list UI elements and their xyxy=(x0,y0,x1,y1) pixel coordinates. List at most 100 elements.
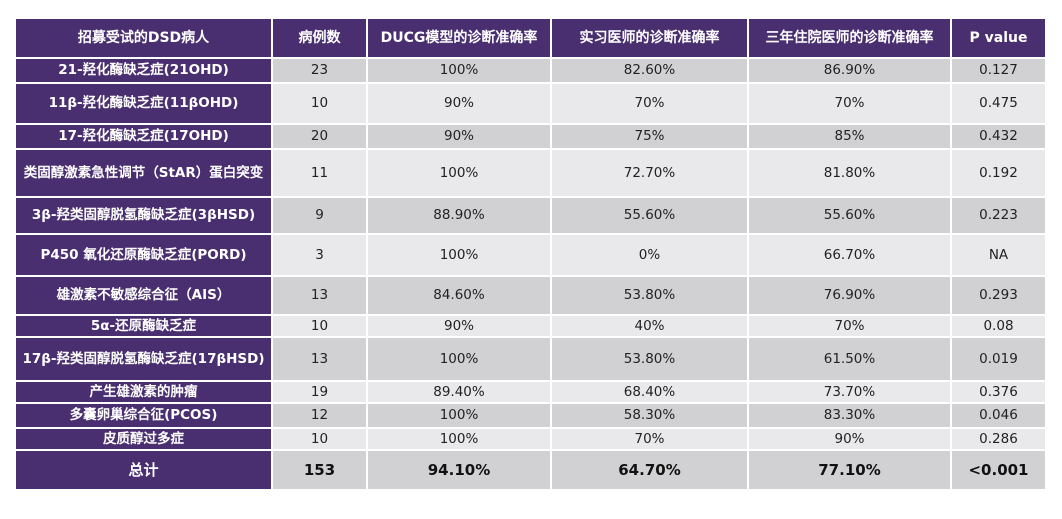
table-row: 21-羟化酶缺乏症(21OHD) 23 100% 82.60% 86.90% 0… xyxy=(14,57,1047,84)
table-row: 17-羟化酶缺乏症(17OHD) 20 90% 75% 85% 0.432 xyxy=(14,123,1047,150)
table-row: 11β-羟化酶缺乏症(11βOHD) 10 90% 70% 70% 0.475 xyxy=(14,82,1047,125)
row-p: 0.019 xyxy=(950,336,1047,382)
row-name: 11β-羟化酶缺乏症(11βOHD) xyxy=(14,82,273,125)
row-name: 雄激素不敏感综合征（AIS） xyxy=(14,275,273,316)
row-name: 产生雄激素的肿瘤 xyxy=(14,380,273,404)
row-p: 0.293 xyxy=(950,275,1047,316)
row-p: 0.432 xyxy=(950,123,1047,150)
row-ducg: 90% xyxy=(366,82,552,125)
row-p: 0.475 xyxy=(950,82,1047,125)
row-name: 多囊卵巢综合征(PCOS) xyxy=(14,402,273,429)
row-name: 类固醇激素急性调节（StAR）蛋白突变 xyxy=(14,148,273,198)
row-p: 0.286 xyxy=(950,427,1047,451)
table-container: 招募受试的DSD病人 病例数 DUCG模型的诊断准确率 实习医师的诊断准确率 三… xyxy=(14,17,1047,491)
row-intern: 53.80% xyxy=(550,336,749,382)
row-ducg: 88.90% xyxy=(366,196,552,235)
row-cases: 9 xyxy=(271,196,368,235)
total-ducg: 94.10% xyxy=(366,449,552,491)
row-cases: 19 xyxy=(271,380,368,404)
row-cases: 10 xyxy=(271,314,368,338)
row-name: 5α-还原酶缺乏症 xyxy=(14,314,273,338)
table-row: 5α-还原酶缺乏症 10 90% 40% 70% 0.08 xyxy=(14,314,1047,338)
table-row: 17β-羟类固醇脱氢酶缺乏症(17βHSD) 13 100% 53.80% 61… xyxy=(14,336,1047,382)
row-resident: 83.30% xyxy=(747,402,952,429)
table-row: 皮质醇过多症 10 100% 70% 90% 0.286 xyxy=(14,427,1047,451)
row-intern: 0% xyxy=(550,233,749,277)
row-resident: 76.90% xyxy=(747,275,952,316)
row-ducg: 100% xyxy=(366,57,552,84)
header-p-value: P value xyxy=(950,17,1047,59)
row-p: 0.127 xyxy=(950,57,1047,84)
row-cases: 23 xyxy=(271,57,368,84)
row-p: 0.376 xyxy=(950,380,1047,404)
row-resident: 73.70% xyxy=(747,380,952,404)
row-name: 17β-羟类固醇脱氢酶缺乏症(17βHSD) xyxy=(14,336,273,382)
row-cases: 3 xyxy=(271,233,368,277)
row-ducg: 100% xyxy=(366,233,552,277)
header-cases: 病例数 xyxy=(271,17,368,59)
row-resident: 81.80% xyxy=(747,148,952,198)
row-intern: 40% xyxy=(550,314,749,338)
row-name: 21-羟化酶缺乏症(21OHD) xyxy=(14,57,273,84)
diagnosis-accuracy-table: 招募受试的DSD病人 病例数 DUCG模型的诊断准确率 实习医师的诊断准确率 三… xyxy=(14,17,1047,491)
row-ducg: 100% xyxy=(366,427,552,451)
row-ducg: 90% xyxy=(366,314,552,338)
total-cases: 153 xyxy=(271,449,368,491)
row-resident: 61.50% xyxy=(747,336,952,382)
row-intern: 75% xyxy=(550,123,749,150)
table-row: 类固醇激素急性调节（StAR）蛋白突变 11 100% 72.70% 81.80… xyxy=(14,148,1047,198)
row-name: 3β-羟类固醇脱氢酶缺乏症(3βHSD) xyxy=(14,196,273,235)
row-name: 皮质醇过多症 xyxy=(14,427,273,451)
header-patients: 招募受试的DSD病人 xyxy=(14,17,273,59)
row-intern: 68.40% xyxy=(550,380,749,404)
row-cases: 12 xyxy=(271,402,368,429)
row-resident: 70% xyxy=(747,314,952,338)
table-row: P450 氧化还原酶缺乏症(PORD) 3 100% 0% 66.70% NA xyxy=(14,233,1047,277)
total-intern: 64.70% xyxy=(550,449,749,491)
row-cases: 13 xyxy=(271,275,368,316)
total-p: <0.001 xyxy=(950,449,1047,491)
table-row: 产生雄激素的肿瘤 19 89.40% 68.40% 73.70% 0.376 xyxy=(14,380,1047,404)
row-resident: 70% xyxy=(747,82,952,125)
row-intern: 82.60% xyxy=(550,57,749,84)
row-cases: 10 xyxy=(271,82,368,125)
row-cases: 11 xyxy=(271,148,368,198)
row-p: 0.046 xyxy=(950,402,1047,429)
header-intern-accuracy: 实习医师的诊断准确率 xyxy=(550,17,749,59)
row-resident: 85% xyxy=(747,123,952,150)
row-cases: 20 xyxy=(271,123,368,150)
row-resident: 86.90% xyxy=(747,57,952,84)
table-row: 3β-羟类固醇脱氢酶缺乏症(3βHSD) 9 88.90% 55.60% 55.… xyxy=(14,196,1047,235)
row-p: 0.192 xyxy=(950,148,1047,198)
row-intern: 55.60% xyxy=(550,196,749,235)
row-p: 0.08 xyxy=(950,314,1047,338)
row-resident: 55.60% xyxy=(747,196,952,235)
total-label: 总计 xyxy=(14,449,273,491)
row-intern: 70% xyxy=(550,82,749,125)
row-resident: 90% xyxy=(747,427,952,451)
row-name: P450 氧化还原酶缺乏症(PORD) xyxy=(14,233,273,277)
row-resident: 66.70% xyxy=(747,233,952,277)
row-intern: 58.30% xyxy=(550,402,749,429)
header-ducg-accuracy: DUCG模型的诊断准确率 xyxy=(366,17,552,59)
row-ducg: 89.40% xyxy=(366,380,552,404)
row-name: 17-羟化酶缺乏症(17OHD) xyxy=(14,123,273,150)
header-resident-accuracy: 三年住院医师的诊断准确率 xyxy=(747,17,952,59)
row-intern: 72.70% xyxy=(550,148,749,198)
row-ducg: 84.60% xyxy=(366,275,552,316)
row-ducg: 100% xyxy=(366,402,552,429)
row-cases: 13 xyxy=(271,336,368,382)
row-intern: 53.80% xyxy=(550,275,749,316)
header-row: 招募受试的DSD病人 病例数 DUCG模型的诊断准确率 实习医师的诊断准确率 三… xyxy=(14,17,1047,59)
row-ducg: 90% xyxy=(366,123,552,150)
row-ducg: 100% xyxy=(366,336,552,382)
row-intern: 70% xyxy=(550,427,749,451)
row-ducg: 100% xyxy=(366,148,552,198)
row-p: NA xyxy=(950,233,1047,277)
row-p: 0.223 xyxy=(950,196,1047,235)
total-row: 总计 153 94.10% 64.70% 77.10% <0.001 xyxy=(14,449,1047,491)
table-row: 多囊卵巢综合征(PCOS) 12 100% 58.30% 83.30% 0.04… xyxy=(14,402,1047,429)
total-resident: 77.10% xyxy=(747,449,952,491)
row-cases: 10 xyxy=(271,427,368,451)
table-row: 雄激素不敏感综合征（AIS） 13 84.60% 53.80% 76.90% 0… xyxy=(14,275,1047,316)
